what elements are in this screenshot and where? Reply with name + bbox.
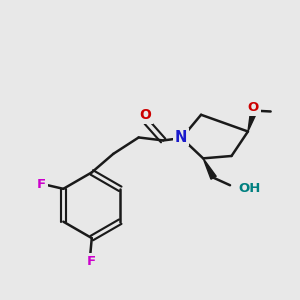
- Text: F: F: [37, 178, 46, 191]
- Text: N: N: [175, 130, 187, 145]
- Text: O: O: [139, 108, 151, 122]
- Text: O: O: [248, 101, 259, 114]
- Polygon shape: [248, 112, 256, 131]
- Polygon shape: [203, 158, 216, 179]
- Text: OH: OH: [238, 182, 261, 195]
- Text: F: F: [86, 255, 95, 268]
